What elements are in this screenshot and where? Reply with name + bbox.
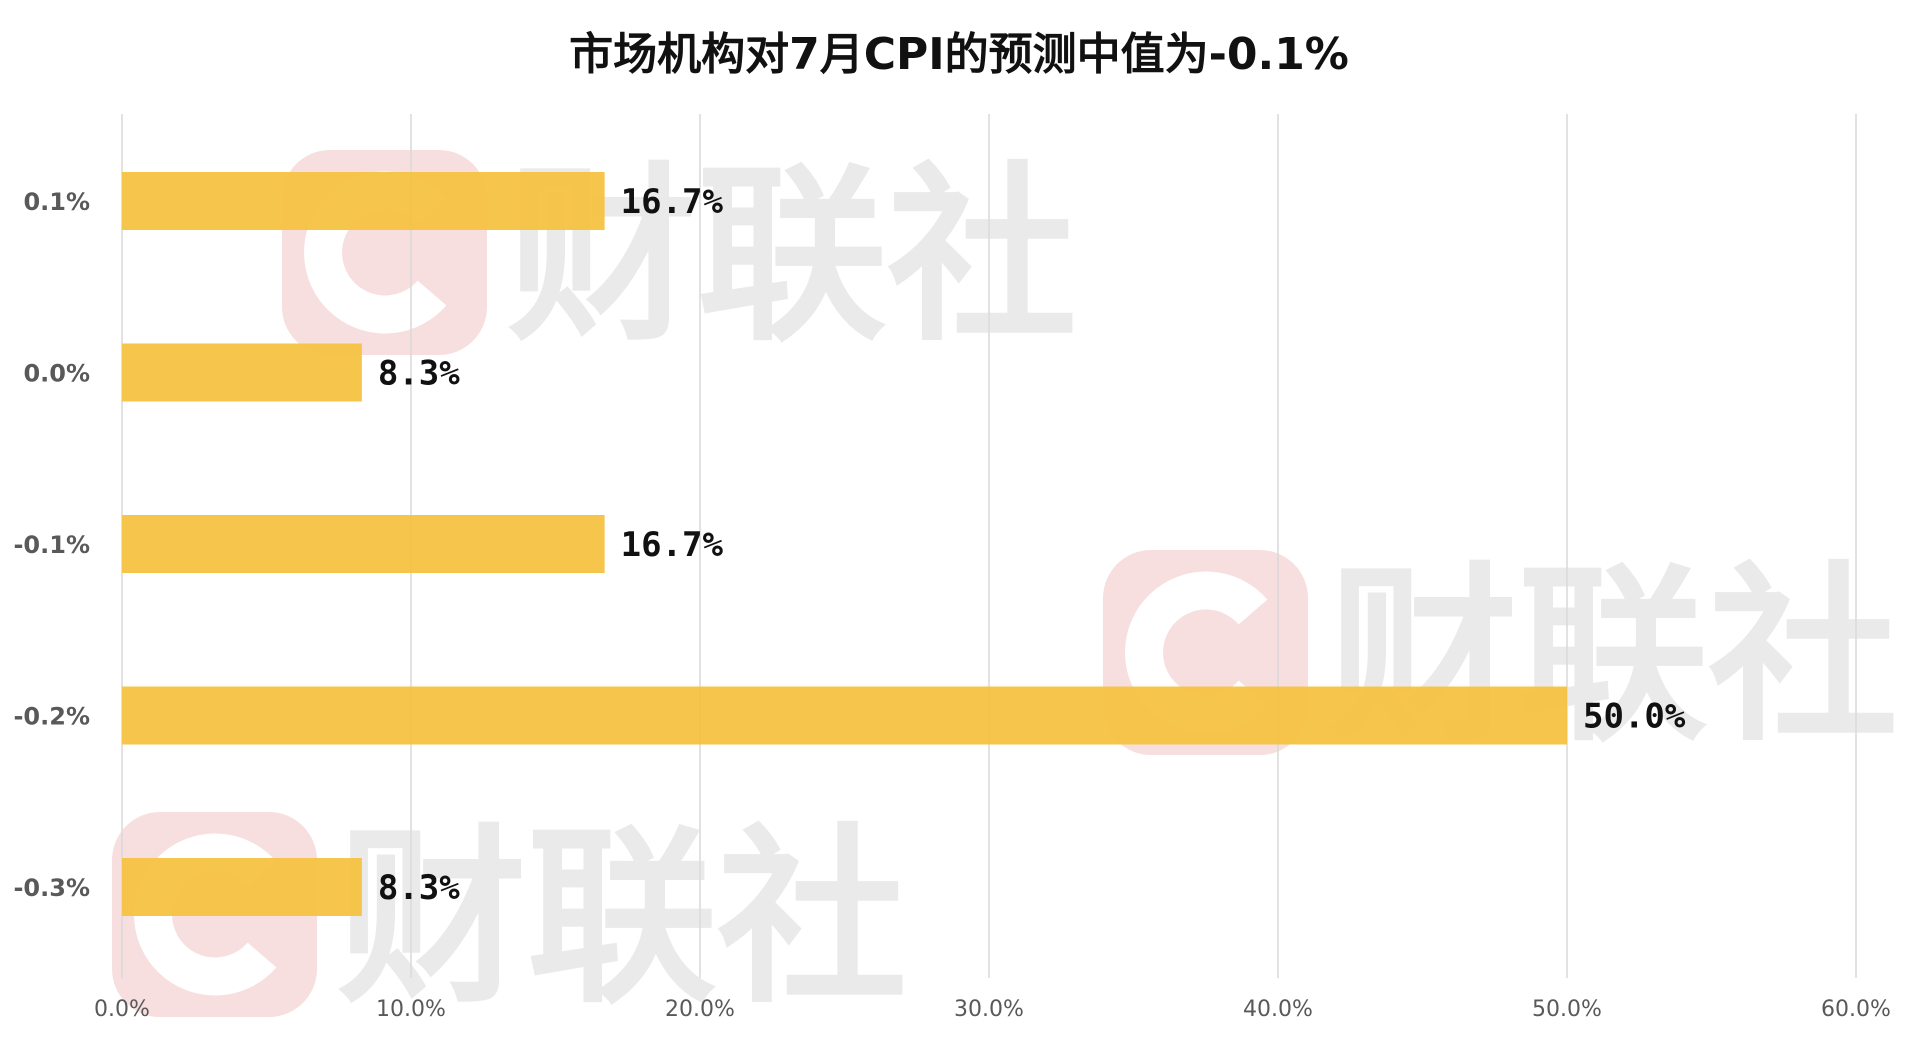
data-label: 50.0% — [1583, 697, 1686, 737]
x-tick-label: 10.0% — [376, 997, 446, 1022]
y-tick-label: -0.3% — [13, 874, 90, 902]
bars — [122, 172, 1567, 916]
watermark-text: 财联社 — [337, 808, 907, 1029]
data-label: 8.3% — [378, 868, 460, 908]
data-label: 16.7% — [621, 182, 724, 222]
x-axis: 0.0% 10.0% 20.0% 30.0% 40.0% 50.0% 60.0% — [94, 997, 1891, 1022]
watermark: 财联社 — [112, 808, 907, 1029]
data-label: 16.7% — [621, 525, 724, 565]
bar — [122, 172, 605, 230]
x-tick-label: 20.0% — [665, 997, 735, 1022]
y-tick-label: -0.1% — [13, 531, 90, 559]
y-tick-label: 0.0% — [23, 360, 90, 388]
chart-title: 市场机构对7月CPI的预测中值为-0.1% — [569, 29, 1349, 80]
x-tick-label: 30.0% — [954, 997, 1024, 1022]
bar — [122, 515, 605, 573]
data-label: 8.3% — [378, 354, 460, 394]
x-tick-label: 40.0% — [1243, 997, 1313, 1022]
x-tick-label: 60.0% — [1821, 997, 1891, 1022]
x-tick-label: 0.0% — [94, 997, 150, 1022]
y-tick-label: -0.2% — [13, 703, 90, 731]
y-tick-label: 0.1% — [23, 188, 90, 216]
bar — [122, 343, 362, 402]
data-labels: 16.7% 8.3% 16.7% 50.0% 8.3% — [378, 182, 1686, 908]
y-axis: 0.1% 0.0% -0.1% -0.2% -0.3% — [13, 188, 90, 902]
x-tick-label: 50.0% — [1532, 997, 1602, 1022]
bar — [122, 858, 362, 916]
bar — [122, 686, 1567, 745]
